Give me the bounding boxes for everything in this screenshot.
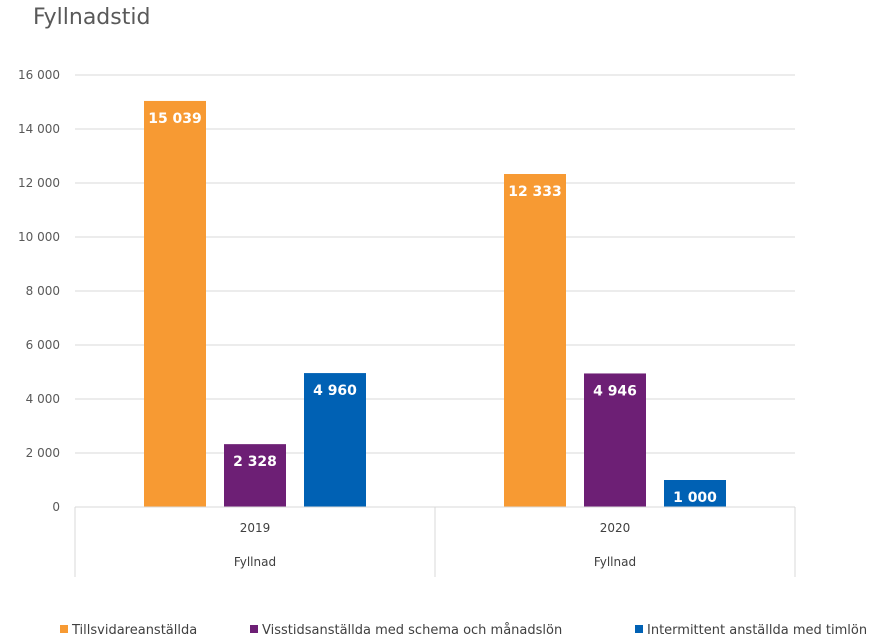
x-group-label: Fyllnad xyxy=(594,555,636,569)
x-group-label: Fyllnad xyxy=(234,555,276,569)
legend-label: Tillsvidareanställda xyxy=(71,623,197,638)
y-tick-label: 14 000 xyxy=(18,122,60,136)
legend-swatch xyxy=(250,625,258,633)
y-tick-label: 0 xyxy=(52,500,60,514)
bar xyxy=(144,100,206,508)
y-tick-label: 4 000 xyxy=(26,392,60,406)
bars xyxy=(144,100,726,508)
bar xyxy=(304,373,366,507)
x-category-label: 2020 xyxy=(600,521,631,535)
bar xyxy=(664,480,726,507)
data-label: 15 039 xyxy=(148,111,202,127)
data-label: 4 946 xyxy=(593,383,637,399)
bar xyxy=(504,174,566,507)
y-tick-label: 12 000 xyxy=(18,176,60,190)
legend-label: Intermittent anställda med timlön xyxy=(647,623,867,638)
legend: Tillsvidareanställda Visstidsanställda me… xyxy=(60,623,867,638)
chart-title: Fyllnadstid xyxy=(33,5,150,30)
data-label: 2 328 xyxy=(233,454,277,470)
legend-label: Visstidsanställda med schema och månadsl… xyxy=(262,623,562,638)
y-tick-label: 10 000 xyxy=(18,230,60,244)
legend-swatch xyxy=(635,625,643,633)
data-labels: 15 039 2 328 4 960 12 333 4 946 1 000 xyxy=(148,111,717,506)
y-tick-label: 16 000 xyxy=(18,68,60,82)
x-category-label: 2019 xyxy=(240,521,271,535)
data-label: 1 000 xyxy=(673,490,717,506)
x-axis-categories: 2019 Fyllnad 2020 Fyllnad xyxy=(74,506,796,577)
data-label: 4 960 xyxy=(313,383,357,399)
y-tick-label: 2 000 xyxy=(26,446,60,460)
bar xyxy=(584,373,646,507)
y-tick-label: 8 000 xyxy=(26,284,60,298)
y-tick-label: 6 000 xyxy=(26,338,60,352)
y-axis-ticks: 0 2 000 4 000 6 000 8 000 10 000 12 000 14 000 1… xyxy=(18,68,60,514)
legend-swatch xyxy=(60,625,68,633)
data-label: 12 333 xyxy=(508,184,562,200)
bar xyxy=(224,444,286,507)
